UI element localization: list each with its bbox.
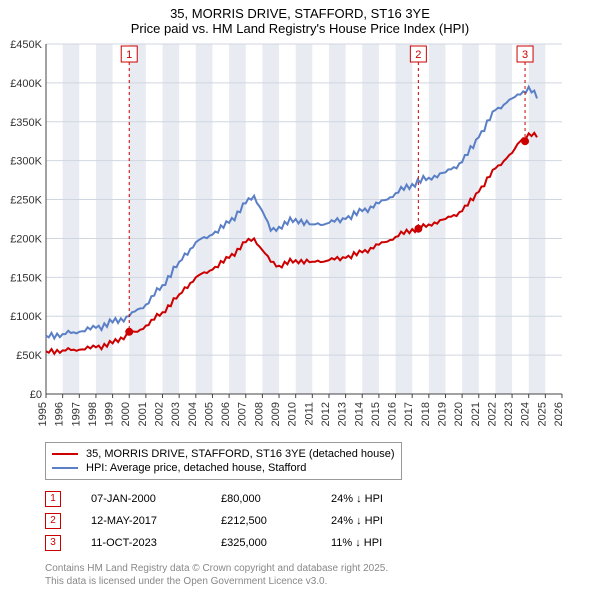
svg-text:2016: 2016 bbox=[387, 402, 399, 426]
svg-text:£100K: £100K bbox=[10, 311, 42, 323]
svg-text:2014: 2014 bbox=[353, 402, 365, 426]
svg-text:1996: 1996 bbox=[54, 402, 66, 426]
svg-text:1999: 1999 bbox=[104, 402, 116, 426]
legend-swatch bbox=[52, 453, 78, 455]
svg-text:2019: 2019 bbox=[436, 402, 448, 426]
sales-row: 1 07-JAN-2000 £80,000 24% ↓ HPI bbox=[45, 488, 596, 510]
svg-text:£200K: £200K bbox=[10, 233, 42, 245]
svg-text:2008: 2008 bbox=[253, 402, 265, 426]
sale-price: £212,500 bbox=[221, 515, 301, 527]
svg-text:2000: 2000 bbox=[120, 402, 132, 426]
svg-text:£450K: £450K bbox=[10, 39, 42, 51]
svg-text:2: 2 bbox=[415, 49, 421, 61]
chart-legend: 35, MORRIS DRIVE, STAFFORD, ST16 3YE (de… bbox=[45, 442, 402, 480]
footer-attribution: Contains HM Land Registry data © Crown c… bbox=[45, 562, 596, 588]
sale-price: £325,000 bbox=[221, 537, 301, 549]
footer-line-2: This data is licensed under the Open Gov… bbox=[45, 575, 596, 588]
svg-text:2006: 2006 bbox=[220, 402, 232, 426]
svg-text:2022: 2022 bbox=[486, 402, 498, 426]
svg-text:2025: 2025 bbox=[536, 402, 548, 426]
svg-text:£250K: £250K bbox=[10, 195, 42, 207]
footer-line-1: Contains HM Land Registry data © Crown c… bbox=[45, 562, 596, 575]
sale-hpi-diff: 24% ↓ HPI bbox=[331, 515, 431, 527]
svg-text:2015: 2015 bbox=[370, 402, 382, 426]
line-chart-svg: £0 £50K £100K £150K £200K £250K £300K £350K £400… bbox=[6, 38, 600, 438]
legend-swatch bbox=[52, 467, 78, 469]
chart-title: 35, MORRIS DRIVE, STAFFORD, ST16 3YE Pri… bbox=[0, 0, 600, 38]
svg-text:1: 1 bbox=[126, 49, 132, 61]
sale-hpi-diff: 24% ↓ HPI bbox=[331, 493, 431, 505]
svg-text:2021: 2021 bbox=[470, 402, 482, 426]
svg-text:2010: 2010 bbox=[287, 402, 299, 426]
svg-text:2018: 2018 bbox=[420, 402, 432, 426]
svg-text:2007: 2007 bbox=[237, 402, 249, 426]
sale-marker-box: 2 bbox=[45, 513, 61, 529]
svg-text:2017: 2017 bbox=[403, 402, 415, 426]
legend-item: 35, MORRIS DRIVE, STAFFORD, ST16 3YE (de… bbox=[52, 447, 395, 461]
svg-text:2024: 2024 bbox=[520, 402, 532, 426]
svg-text:£300K: £300K bbox=[10, 156, 42, 168]
svg-text:2020: 2020 bbox=[453, 402, 465, 426]
chart-area: £0 £50K £100K £150K £200K £250K £300K £350K £400… bbox=[6, 38, 600, 438]
sales-table: 1 07-JAN-2000 £80,000 24% ↓ HPI 2 12-MAY-2017… bbox=[45, 488, 596, 554]
svg-text:2005: 2005 bbox=[203, 402, 215, 426]
svg-text:2004: 2004 bbox=[187, 402, 199, 426]
svg-text:2009: 2009 bbox=[270, 402, 282, 426]
sale-hpi-diff: 11% ↓ HPI bbox=[331, 537, 431, 549]
sales-row: 3 11-OCT-2023 £325,000 11% ↓ HPI bbox=[45, 532, 596, 554]
svg-text:£50K: £50K bbox=[16, 350, 42, 362]
svg-text:3: 3 bbox=[522, 49, 528, 61]
svg-text:2012: 2012 bbox=[320, 402, 332, 426]
svg-text:2011: 2011 bbox=[303, 402, 315, 426]
svg-text:2001: 2001 bbox=[137, 402, 149, 426]
svg-text:2026: 2026 bbox=[553, 402, 565, 426]
svg-text:2013: 2013 bbox=[337, 402, 349, 426]
svg-text:£0: £0 bbox=[30, 389, 42, 401]
sales-row: 2 12-MAY-2017 £212,500 24% ↓ HPI bbox=[45, 510, 596, 532]
svg-text:1997: 1997 bbox=[70, 402, 82, 426]
svg-text:1998: 1998 bbox=[87, 402, 99, 426]
svg-text:£400K: £400K bbox=[10, 78, 42, 90]
sale-marker-box: 1 bbox=[45, 491, 61, 507]
sale-date: 11-OCT-2023 bbox=[91, 537, 191, 549]
legend-item: HPI: Average price, detached house, Staf… bbox=[52, 461, 395, 475]
title-line-2: Price paid vs. HM Land Registry's House … bbox=[0, 21, 600, 36]
svg-text:£150K: £150K bbox=[10, 272, 42, 284]
svg-text:2003: 2003 bbox=[170, 402, 182, 426]
svg-text:2002: 2002 bbox=[154, 402, 166, 426]
legend-label: HPI: Average price, detached house, Staf… bbox=[86, 462, 306, 474]
sale-date: 12-MAY-2017 bbox=[91, 515, 191, 527]
legend-label: 35, MORRIS DRIVE, STAFFORD, ST16 3YE (de… bbox=[86, 448, 395, 460]
sale-marker-box: 3 bbox=[45, 535, 61, 551]
svg-text:1995: 1995 bbox=[37, 402, 49, 426]
sale-date: 07-JAN-2000 bbox=[91, 493, 191, 505]
svg-text:2023: 2023 bbox=[503, 402, 515, 426]
svg-text:£350K: £350K bbox=[10, 117, 42, 129]
sale-price: £80,000 bbox=[221, 493, 301, 505]
title-line-1: 35, MORRIS DRIVE, STAFFORD, ST16 3YE bbox=[0, 6, 600, 21]
